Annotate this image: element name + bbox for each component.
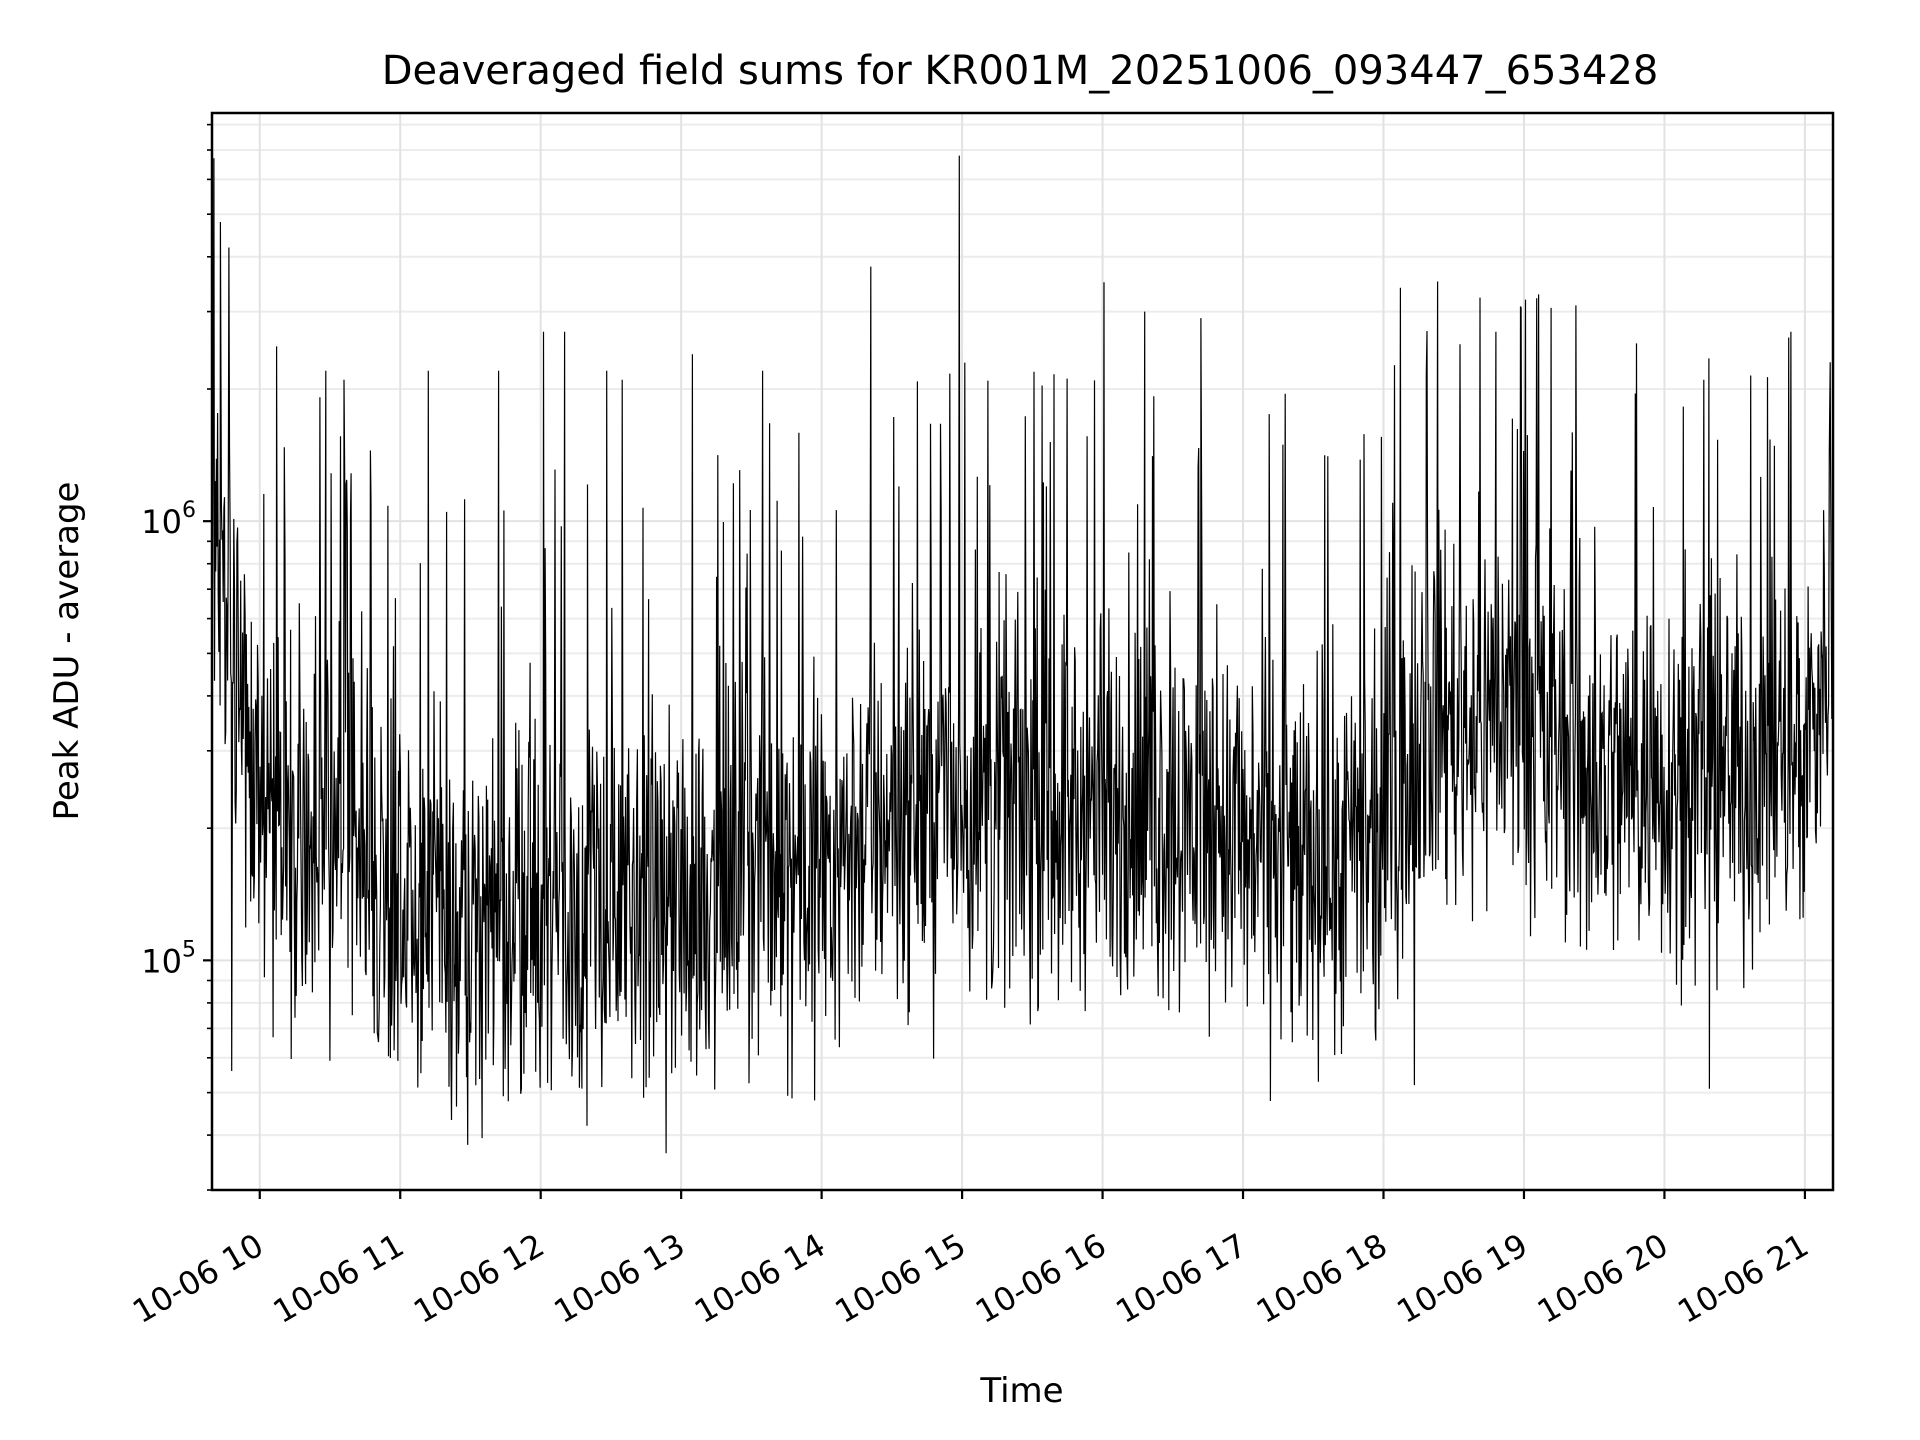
y-tick-label: 106 [141, 498, 196, 541]
x-axis-label: Time [979, 1371, 1063, 1411]
series-path [211, 155, 1834, 1154]
plot-frame [210, 111, 1835, 1192]
series-line [211, 155, 1834, 1154]
chart-title: Deaveraged field sums for KR001M_2025100… [382, 48, 1659, 94]
y-axis-label: Peak ADU - average [47, 482, 87, 821]
